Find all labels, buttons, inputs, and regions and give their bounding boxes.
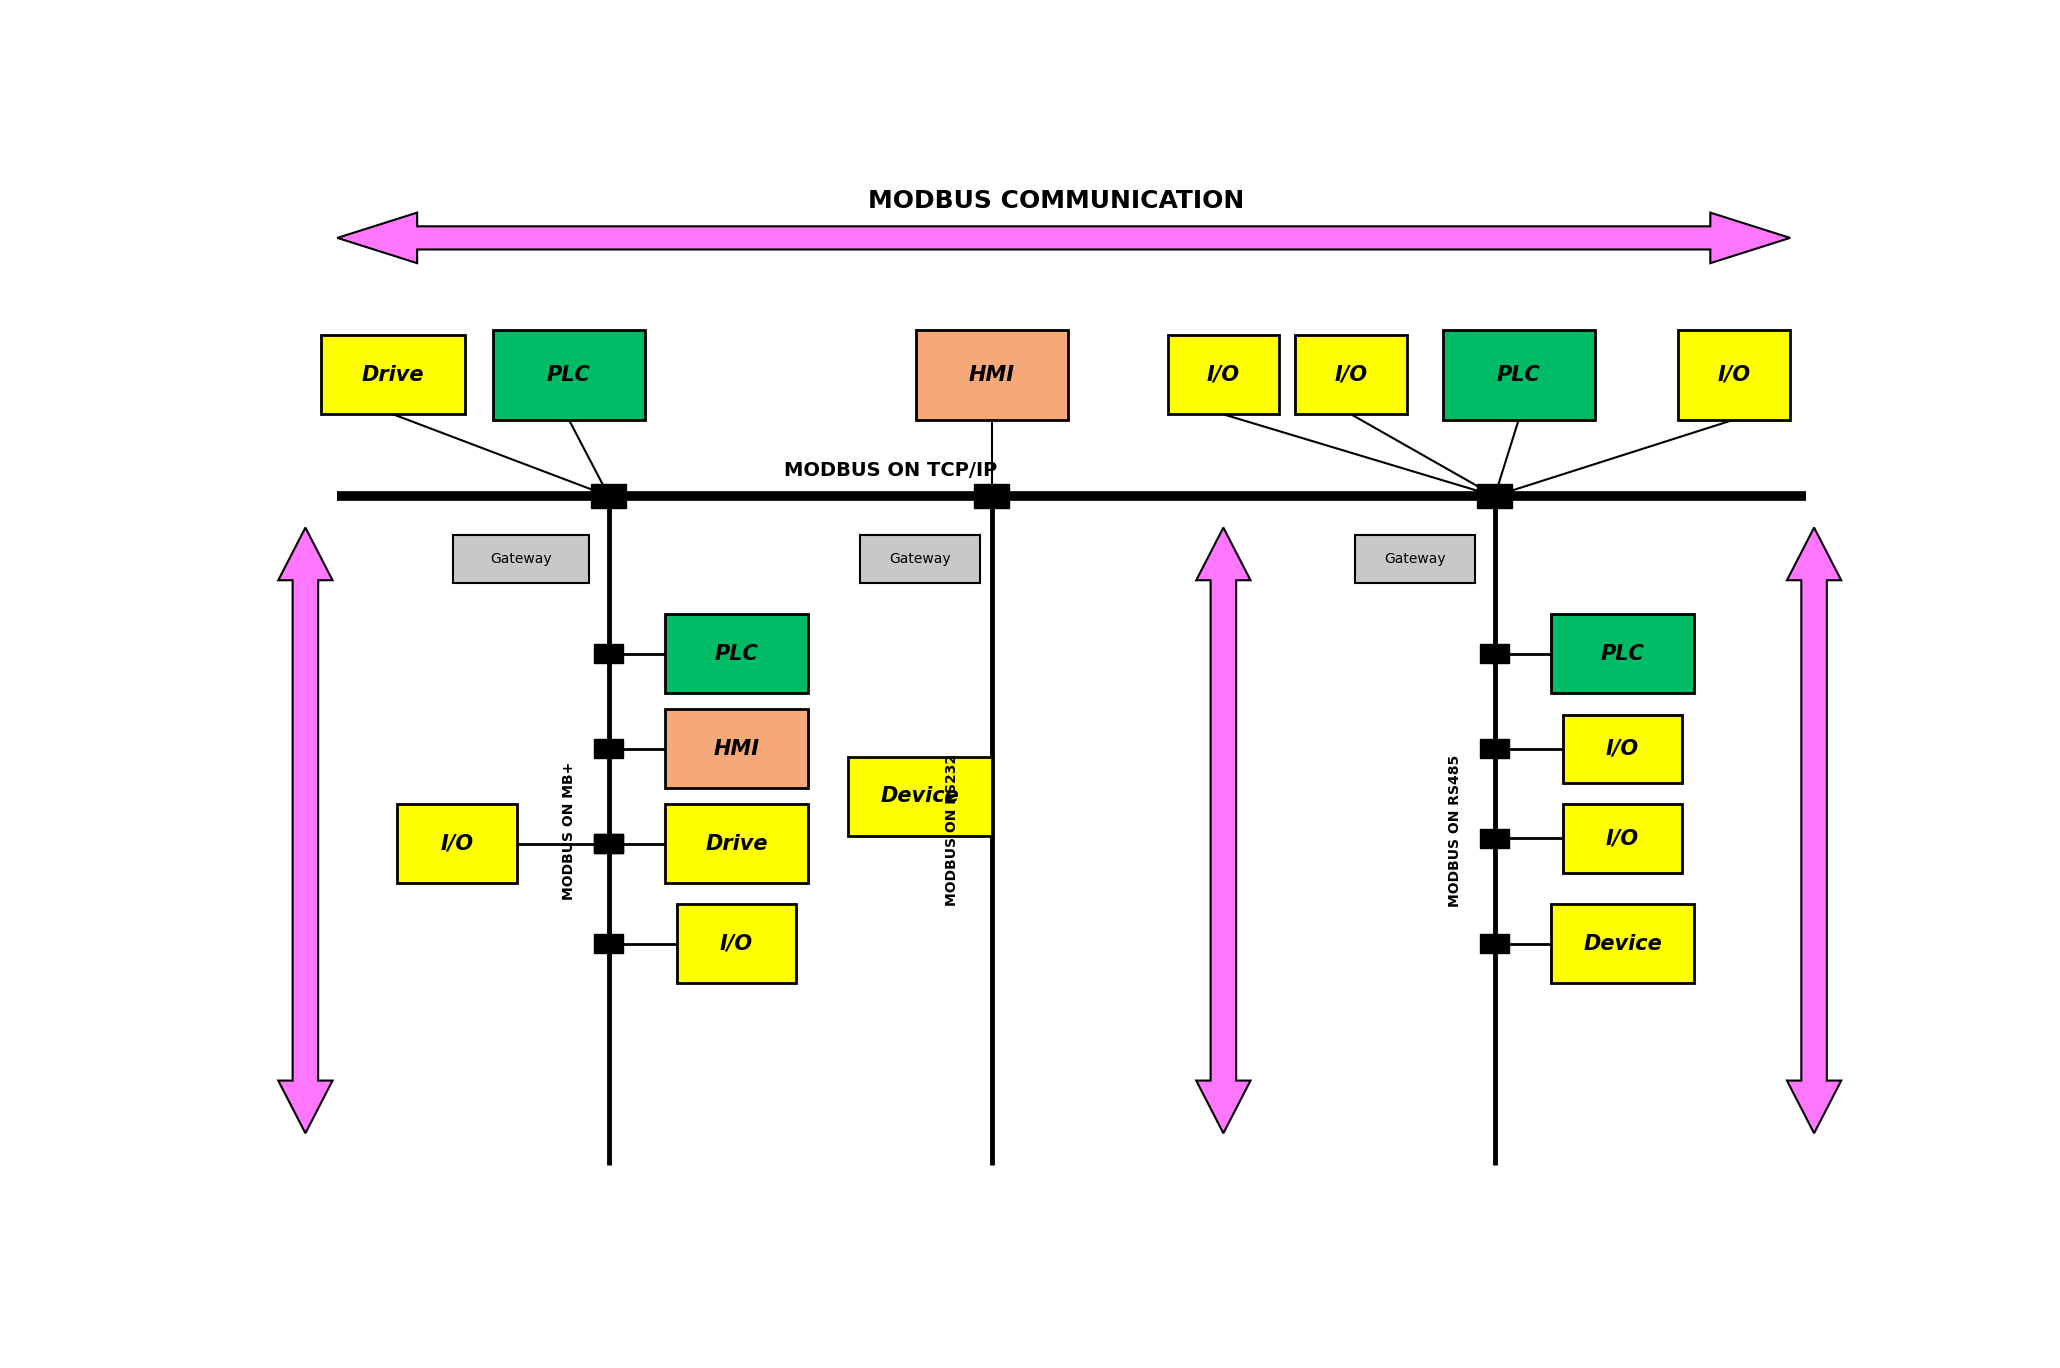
Text: PLC: PLC [546, 365, 591, 384]
FancyBboxPatch shape [1564, 804, 1683, 873]
Text: Device: Device [882, 787, 960, 806]
FancyBboxPatch shape [453, 535, 589, 583]
FancyBboxPatch shape [665, 614, 808, 694]
Bar [1481, 644, 1510, 663]
Text: Gateway: Gateway [890, 553, 952, 566]
Bar [1481, 739, 1510, 758]
FancyBboxPatch shape [1168, 335, 1279, 415]
FancyBboxPatch shape [665, 804, 808, 884]
Text: MODBUS COMMUNICATION: MODBUS COMMUNICATION [867, 189, 1244, 213]
Polygon shape [1786, 528, 1842, 1133]
Text: MODBUS ON TCP/IP: MODBUS ON TCP/IP [785, 461, 997, 480]
Polygon shape [278, 528, 332, 1133]
Bar [591, 484, 626, 508]
Bar [974, 484, 1009, 508]
Text: Drive: Drive [705, 833, 768, 854]
FancyBboxPatch shape [398, 804, 517, 884]
Bar [595, 834, 622, 854]
Bar [595, 834, 622, 854]
Bar [1481, 934, 1510, 953]
Polygon shape [1197, 528, 1250, 1133]
FancyBboxPatch shape [1564, 714, 1683, 782]
Text: I/O: I/O [441, 833, 474, 854]
FancyBboxPatch shape [1551, 904, 1693, 984]
Bar [595, 644, 622, 663]
Text: I/O: I/O [719, 933, 754, 953]
FancyBboxPatch shape [1296, 335, 1407, 415]
FancyBboxPatch shape [492, 330, 645, 420]
Bar [1481, 829, 1510, 848]
Text: HMI: HMI [968, 365, 1016, 384]
Text: I/O: I/O [1607, 739, 1640, 759]
FancyBboxPatch shape [1442, 330, 1594, 420]
Bar [1477, 484, 1512, 508]
Polygon shape [338, 212, 1790, 263]
Text: I/O: I/O [1335, 365, 1368, 384]
Text: MODBUS ON RS485: MODBUS ON RS485 [1448, 754, 1463, 907]
FancyBboxPatch shape [1551, 614, 1693, 694]
Text: PLC: PLC [715, 644, 758, 663]
FancyBboxPatch shape [849, 757, 993, 836]
FancyBboxPatch shape [861, 535, 981, 583]
Text: PLC: PLC [1498, 365, 1541, 384]
Text: MODBUS ON RS232: MODBUS ON RS232 [946, 754, 960, 907]
Text: Gateway: Gateway [490, 553, 552, 566]
FancyBboxPatch shape [917, 330, 1067, 420]
Text: MODBUS ON MB+: MODBUS ON MB+ [562, 761, 577, 900]
FancyBboxPatch shape [665, 709, 808, 788]
Text: PLC: PLC [1601, 644, 1644, 663]
Text: Gateway: Gateway [1384, 553, 1446, 566]
Bar [595, 934, 622, 953]
Text: I/O: I/O [1718, 365, 1751, 384]
Bar [595, 739, 622, 758]
FancyBboxPatch shape [321, 335, 466, 415]
FancyBboxPatch shape [676, 904, 797, 984]
FancyBboxPatch shape [1679, 330, 1790, 420]
Text: I/O: I/O [1607, 828, 1640, 848]
Text: I/O: I/O [1207, 365, 1240, 384]
Text: Device: Device [1584, 933, 1662, 953]
Text: HMI: HMI [713, 739, 760, 759]
Text: Drive: Drive [363, 365, 424, 384]
FancyBboxPatch shape [1355, 535, 1475, 583]
